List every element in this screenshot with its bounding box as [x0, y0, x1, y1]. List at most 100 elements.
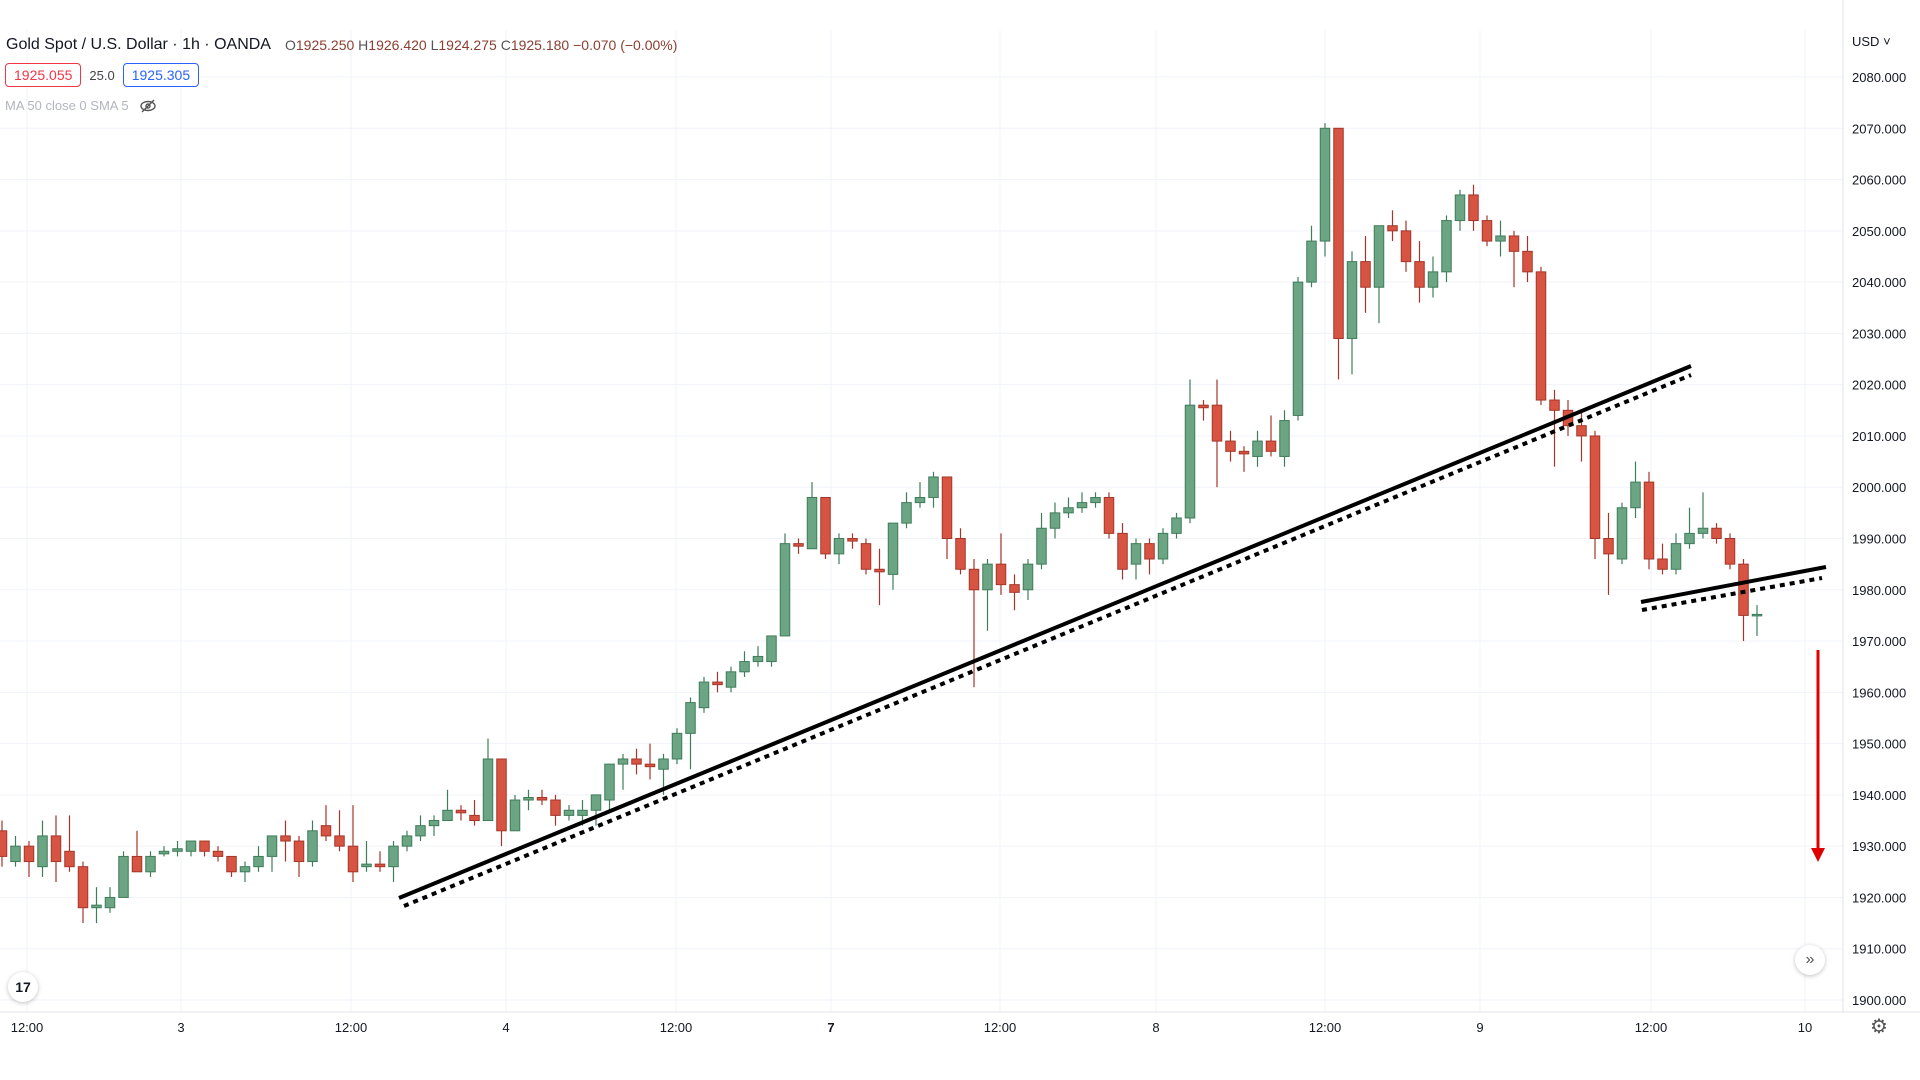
time-tick-label: 12:00 [11, 1020, 44, 1035]
candle-body [1522, 250, 1533, 273]
eye-crossed-icon[interactable] [139, 99, 157, 113]
candle-body [1508, 235, 1520, 252]
open-label: O [284, 37, 296, 53]
candle-down [496, 758, 507, 847]
candle-body [604, 763, 615, 801]
short-trendline-solid[interactable] [1640, 565, 1827, 604]
candle-body [172, 848, 183, 852]
candle-down [550, 794, 561, 826]
candle-up [1292, 276, 1304, 421]
indicator-legend[interactable]: MA 50 close 0 SMA 5 [5, 98, 157, 113]
candle-body [671, 732, 683, 760]
candle-body [766, 635, 777, 663]
scroll-to-realtime-button[interactable]: » [1795, 945, 1825, 975]
candle-down [860, 538, 872, 575]
candle-up [307, 820, 318, 867]
price-tick-label: 1920.000 [1852, 890, 1906, 905]
candle-body [415, 825, 426, 837]
candle-up [509, 794, 521, 832]
candle-body [1306, 240, 1317, 283]
candle-up [685, 697, 696, 770]
candle-body [131, 855, 143, 873]
candle-body [1441, 220, 1452, 273]
symbol-title[interactable]: Gold Spot / U.S. Dollar · 1h · OANDA [6, 36, 271, 53]
candle-up [1427, 256, 1439, 298]
candle-up [1076, 492, 1088, 513]
candle-body [806, 496, 818, 550]
candle-body [1589, 435, 1601, 540]
candle-down [1009, 574, 1020, 611]
trendline-drawings[interactable] [398, 364, 1827, 908]
tradingview-logo[interactable]: 17 [8, 972, 38, 1002]
candle-up [523, 789, 534, 811]
candle-body [428, 820, 440, 827]
candle-body [698, 681, 710, 709]
gear-icon[interactable]: ⚙ [1870, 1016, 1888, 1038]
candle-up [739, 651, 750, 677]
candle-up [1306, 225, 1317, 288]
candle-up [617, 753, 629, 790]
indicator-label: MA 50 close 0 SMA 5 [5, 98, 129, 113]
short-trendline-dotted[interactable] [1641, 576, 1823, 612]
candle-body [1738, 563, 1749, 616]
candle-up [1049, 502, 1061, 539]
candle-body [968, 568, 980, 591]
time-tick-label: 12:00 [335, 1020, 368, 1035]
candle-body [617, 758, 629, 765]
candle-body [1670, 543, 1682, 570]
candle-down [1333, 127, 1344, 380]
candle-down [1724, 533, 1736, 570]
candle-body [1279, 420, 1290, 457]
candle-up [698, 676, 710, 713]
currency-menu[interactable]: USD ˅ [1852, 34, 1891, 49]
candle-up [766, 635, 777, 667]
candle-down [1711, 523, 1722, 544]
candle-up [1319, 123, 1331, 257]
candle-up [1130, 538, 1142, 580]
chart-grid [0, 30, 1843, 1012]
time-tick-label: 7 [827, 1020, 834, 1035]
candle-body [847, 538, 858, 542]
candle-body [118, 855, 129, 898]
candle-body [1333, 127, 1344, 340]
candle-down [941, 476, 953, 560]
candle-up [563, 805, 575, 821]
candle-body [1697, 527, 1709, 534]
candle-body [725, 671, 737, 688]
candle-down [1238, 446, 1250, 472]
candle-body [1144, 543, 1155, 560]
candle-up [914, 482, 926, 508]
main-trendline-solid[interactable] [398, 364, 1692, 900]
candle-up [185, 840, 197, 857]
price-axis[interactable]: 2080.000 2070.000 2060.000 2050.000 2040.000… [1852, 70, 1906, 1008]
candle-up [1454, 189, 1466, 231]
candle-down [320, 805, 332, 842]
candle-up [590, 794, 602, 826]
candle-up [1063, 497, 1074, 518]
price-tick-label: 1970.000 [1852, 634, 1906, 649]
candle-body [1454, 194, 1466, 222]
candle-up [482, 738, 494, 822]
buy-button[interactable]: 1925.305 [122, 63, 200, 87]
main-trendline-dotted[interactable] [403, 373, 1692, 908]
candle-body [887, 522, 899, 575]
candle-up [158, 846, 170, 857]
candle-down [334, 810, 345, 852]
candle-up [1751, 605, 1763, 636]
candle-body [995, 563, 1007, 586]
sell-button[interactable]: 1925.055 [5, 63, 82, 87]
candle-body [50, 835, 62, 863]
candle-up [1346, 251, 1358, 375]
candle-body [914, 496, 926, 504]
trade-panel: 1925.055 25.0 1925.305 [5, 63, 200, 87]
double-chevron-right-icon: » [1805, 951, 1815, 968]
candle-body [1616, 507, 1628, 560]
price-tick-label: 1950.000 [1852, 737, 1906, 752]
candle-up [388, 841, 399, 883]
candle-body [1535, 271, 1547, 401]
time-axis[interactable]: 12:00 3 12:00 4 12:00 7 12:00 8 12:00 9 12:00 10 [11, 1020, 1813, 1035]
time-tick-label: 12:00 [660, 1020, 693, 1035]
candle-up [1373, 225, 1385, 324]
candle-up [1184, 379, 1196, 524]
